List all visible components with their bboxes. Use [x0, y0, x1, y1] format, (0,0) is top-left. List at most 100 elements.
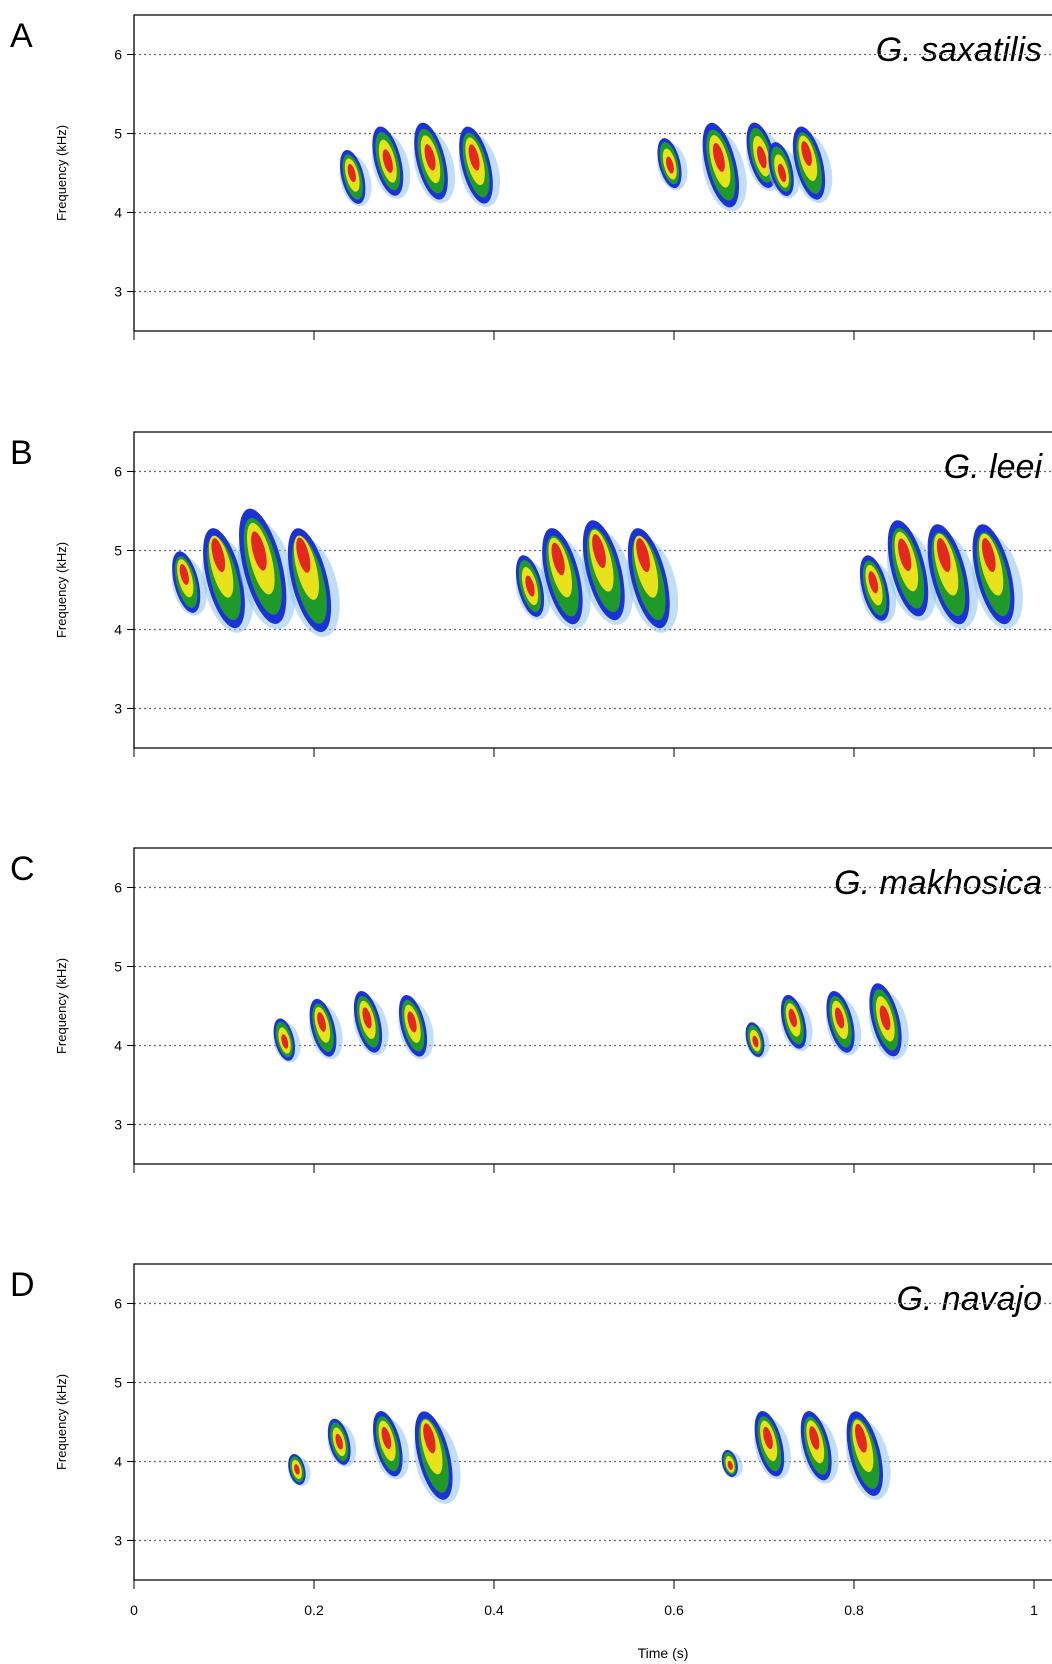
song-note [868, 983, 909, 1060]
song-note [768, 142, 801, 199]
note-core [756, 146, 767, 169]
song-note [413, 122, 456, 204]
song-note [309, 998, 343, 1060]
species-name: G. leei [944, 448, 1044, 486]
note-core [801, 141, 812, 166]
note-core [424, 144, 436, 171]
song-note [780, 994, 813, 1052]
y-tick-label: 5 [114, 1375, 122, 1391]
note-core [592, 534, 606, 569]
song-note [701, 122, 747, 212]
note-core [362, 1007, 372, 1029]
note-core [834, 1007, 845, 1029]
y-tick-label: 6 [114, 1296, 122, 1312]
x-tick-label: 0.4 [484, 1602, 504, 1618]
panel-letter: C [10, 850, 35, 888]
note-core [317, 1012, 326, 1032]
note-core [525, 575, 535, 597]
x-tick-label: 1 [1030, 1602, 1038, 1618]
song-note [886, 520, 937, 621]
y-axis-label: Frequency (kHz) [54, 1374, 69, 1470]
y-tick-label: 6 [114, 47, 122, 63]
y-tick-label: 4 [114, 1454, 122, 1470]
song-note [273, 1018, 301, 1063]
note-core [666, 156, 674, 174]
song-note [845, 1411, 891, 1500]
note-core [868, 571, 879, 594]
x-tick-label: 0.6 [664, 1602, 684, 1618]
note-core [423, 1423, 436, 1454]
y-axis-label: Frequency (kHz) [54, 125, 69, 221]
song-note [237, 508, 296, 630]
song-note [458, 126, 501, 208]
species-name: G. makhosica [834, 864, 1042, 902]
panel-letter: A [10, 17, 33, 55]
x-axis-label: Time (s) [638, 1645, 689, 1661]
panel-frame [133, 14, 1052, 332]
note-core [407, 1011, 417, 1033]
note-core [382, 149, 393, 173]
song-note [971, 524, 1023, 629]
song-note [626, 528, 679, 633]
note-core [468, 144, 480, 171]
y-tick-label: 3 [114, 284, 122, 300]
spectrogram-panel-a: A G. saxatilis 3 4 5 6 Frequency (kHz) [10, 14, 1052, 340]
panel-frame [133, 847, 1052, 1165]
song-note [657, 138, 688, 191]
y-tick-label: 6 [114, 880, 122, 896]
song-note [353, 990, 389, 1056]
note-core [347, 163, 356, 183]
song-note [926, 524, 978, 629]
song-note [859, 555, 897, 624]
note-core [777, 163, 787, 183]
y-tick-label: 6 [114, 464, 122, 480]
song-note [581, 520, 634, 625]
note-core [788, 1008, 797, 1028]
x-tick-label: 0.2 [304, 1602, 324, 1618]
note-core [636, 538, 650, 573]
song-note [327, 1418, 357, 1467]
note-core [294, 1464, 300, 1475]
spectrogram-panel-d: D G. navajo 3 4 5 6 Frequency (kHz) 0 0.2 0.4 0.6 0… [10, 1263, 1052, 1661]
y-tick-label: 4 [114, 1038, 122, 1054]
note-core [296, 537, 311, 573]
song-note [171, 551, 207, 616]
note-core [809, 1426, 820, 1450]
note-core [727, 1460, 733, 1470]
y-tick-label: 5 [114, 126, 122, 142]
panel-letter: B [10, 434, 33, 472]
note-core [763, 1426, 773, 1450]
song-note [792, 126, 833, 203]
note-core [211, 538, 226, 573]
spectrogram-panel-b: B G. leei 3 4 5 6 Frequency (kHz) [10, 431, 1052, 757]
note-core [855, 1423, 867, 1453]
spectrogram-panel-c: C G. makhosica 3 4 5 6 Frequency (kHz) [10, 847, 1052, 1173]
y-tick-label: 3 [114, 1533, 122, 1549]
note-core [335, 1433, 343, 1450]
note-core [281, 1034, 289, 1049]
song-note [800, 1411, 839, 1484]
note-core [381, 1426, 392, 1450]
note-core [936, 538, 951, 573]
song-note [288, 1453, 311, 1487]
x-tick-label: 0 [130, 1602, 138, 1618]
x-tick-label: 0.8 [844, 1602, 864, 1618]
y-axis-label: Frequency (kHz) [54, 542, 69, 638]
note-core [981, 538, 996, 573]
species-name: G. saxatilis [876, 31, 1042, 69]
song-note [398, 994, 434, 1060]
song-note [371, 126, 411, 199]
note-core [251, 531, 267, 571]
note-core [898, 538, 912, 572]
y-tick-label: 4 [114, 205, 122, 221]
y-tick-label: 4 [114, 622, 122, 638]
note-core [179, 563, 189, 585]
song-note [826, 990, 862, 1056]
song-note [721, 1449, 743, 1478]
song-note [754, 1411, 791, 1480]
note-core [879, 1005, 891, 1031]
panel-frame [133, 1263, 1052, 1581]
song-note [286, 528, 340, 637]
song-note [745, 1022, 770, 1059]
